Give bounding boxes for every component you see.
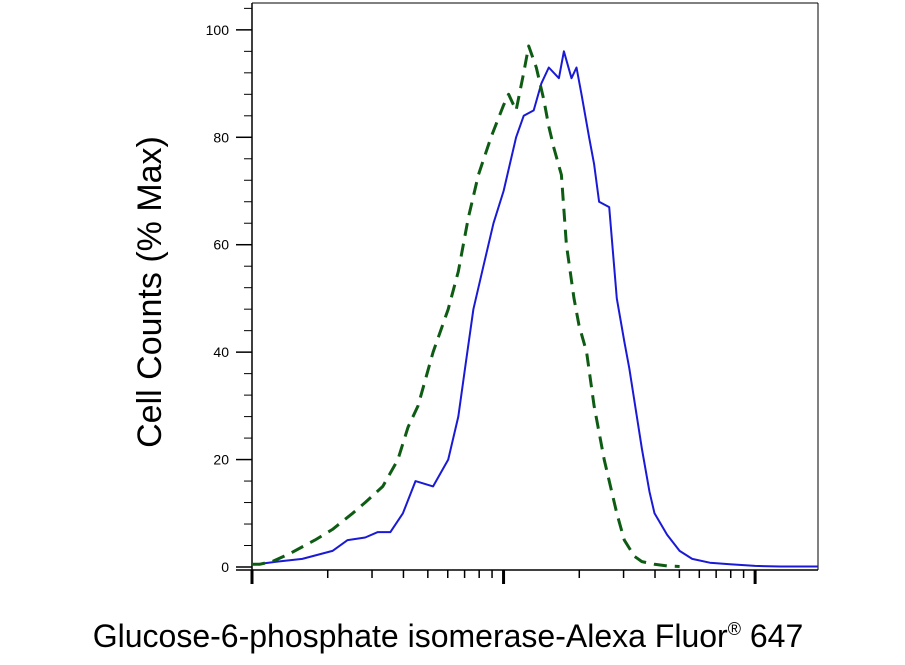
y-tick-label: 80: [213, 129, 229, 145]
x-axis-ticks: [250, 570, 757, 584]
y-axis-title: Cell Counts (% Max): [131, 136, 169, 448]
x-axis-title-main: Glucose-6-phosphate isomerase-Alexa Fluo…: [93, 618, 728, 654]
y-tick-label: 0: [221, 559, 229, 575]
y-axis-ticks: 0 20 40 60 80 100: [206, 7, 252, 575]
y-tick-label: 60: [213, 237, 229, 253]
series-line-solid: [256, 50, 818, 568]
y-tick-label: 20: [213, 452, 229, 468]
y-tick-label: 100: [206, 22, 230, 38]
series-line-dashed: [252, 44, 680, 568]
y-tick-label: 40: [213, 344, 229, 360]
x-axis-title: Glucose-6-phosphate isomerase-Alexa Fluo…: [93, 618, 804, 654]
x-axis-title-registered-mark: ®: [728, 619, 741, 639]
plot-frame: [236, 2, 819, 571]
x-axis-title-suffix: 647: [741, 618, 803, 654]
series-layer: [252, 44, 818, 568]
